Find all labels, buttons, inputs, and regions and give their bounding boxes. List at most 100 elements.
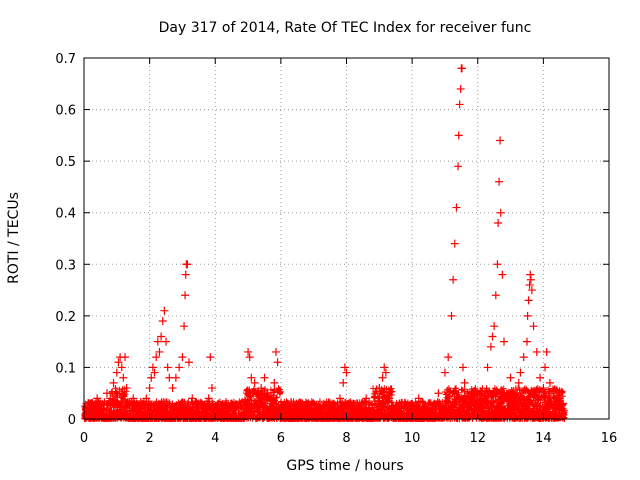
data-markers [81, 64, 568, 418]
y-tick-label: 0.2 [55, 310, 76, 325]
data-point [117, 363, 126, 372]
data-point [549, 389, 558, 398]
data-point [458, 363, 467, 372]
data-point [335, 394, 344, 403]
data-point [483, 363, 492, 372]
data-point [559, 399, 568, 408]
data-point [157, 332, 166, 341]
x-tick-label: 2 [145, 431, 153, 446]
x-tick-label: 16 [601, 431, 618, 446]
data-point [155, 347, 164, 356]
data-point [495, 177, 504, 186]
data-point [142, 394, 151, 403]
data-point [352, 404, 361, 413]
data-point [490, 322, 499, 331]
data-point [152, 353, 161, 362]
data-point [513, 389, 522, 398]
chart-title: Day 317 of 2014, Rate Of TEC Index for r… [159, 20, 532, 36]
data-point [391, 404, 400, 413]
data-point [522, 337, 531, 346]
data-point [227, 399, 236, 408]
y-tick-label: 0.4 [55, 207, 76, 222]
data-point [204, 394, 213, 403]
data-point [500, 337, 508, 346]
data-point [527, 286, 536, 295]
data-point [271, 347, 280, 356]
data-point [267, 399, 276, 408]
data-point [498, 270, 507, 279]
data-point [454, 131, 463, 140]
data-point [112, 368, 121, 377]
data-point [148, 363, 157, 372]
x-axis-label: GPS time / hours [286, 458, 403, 474]
data-point [250, 378, 259, 387]
data-point [480, 389, 489, 398]
x-tick-label: 0 [80, 431, 88, 446]
data-point [244, 347, 253, 356]
data-point [286, 404, 295, 413]
data-point [494, 219, 503, 228]
data-point [525, 280, 534, 289]
grid-lines [84, 58, 609, 419]
data-point [207, 384, 216, 393]
data-point [496, 208, 505, 217]
data-point [381, 368, 390, 377]
data-point [456, 84, 465, 93]
data-point [493, 260, 502, 269]
y-tick-label: 0.6 [55, 104, 76, 119]
data-point [309, 404, 318, 413]
data-point [147, 373, 156, 382]
x-tick-labels: 0 2 4 6 8 10 12 14 16 [80, 431, 617, 446]
x-tick-label: 8 [342, 431, 350, 446]
data-point [514, 378, 523, 387]
data-point [201, 404, 210, 413]
data-point [180, 322, 189, 331]
x-tick-label: 4 [211, 431, 219, 446]
data-point [378, 373, 387, 382]
data-point [506, 373, 515, 382]
data-point [516, 368, 525, 377]
data-point [372, 399, 381, 408]
data-point [424, 399, 433, 408]
data-point [380, 363, 389, 372]
data-point [339, 378, 348, 387]
data-point [257, 384, 266, 393]
y-axis-label: ROTI / TECUs [6, 192, 22, 284]
data-point [454, 162, 463, 171]
data-point [496, 136, 505, 145]
data-point [276, 404, 285, 413]
y-tick-label: 0.3 [55, 258, 76, 273]
data-point [150, 368, 159, 377]
data-point [217, 404, 226, 413]
y-tick-label: 0.1 [55, 361, 76, 376]
data-point [450, 239, 459, 248]
data-point [455, 100, 464, 109]
data-point [106, 394, 115, 403]
data-point [263, 389, 272, 398]
data-point [467, 394, 476, 403]
data-point [158, 317, 167, 326]
data-point [452, 203, 461, 212]
data-point [340, 363, 349, 372]
data-point [529, 322, 538, 331]
data-point [449, 275, 458, 284]
data-point [183, 260, 192, 269]
data-point [188, 394, 197, 403]
data-point [541, 363, 550, 372]
data-point [81, 409, 90, 418]
data-point [270, 378, 279, 387]
data-point [139, 399, 148, 408]
data-point [194, 399, 203, 408]
x-tick-label: 12 [469, 431, 486, 446]
y-tick-label: 0.7 [55, 52, 76, 67]
data-point [342, 368, 351, 377]
data-point [163, 363, 172, 372]
y-tick-label: 0.5 [55, 155, 76, 170]
data-point [401, 399, 410, 408]
data-point [524, 296, 533, 305]
data-point [181, 291, 190, 300]
data-point [181, 270, 190, 279]
data-point [206, 353, 215, 362]
data-point [322, 404, 331, 413]
data-point [555, 394, 564, 403]
